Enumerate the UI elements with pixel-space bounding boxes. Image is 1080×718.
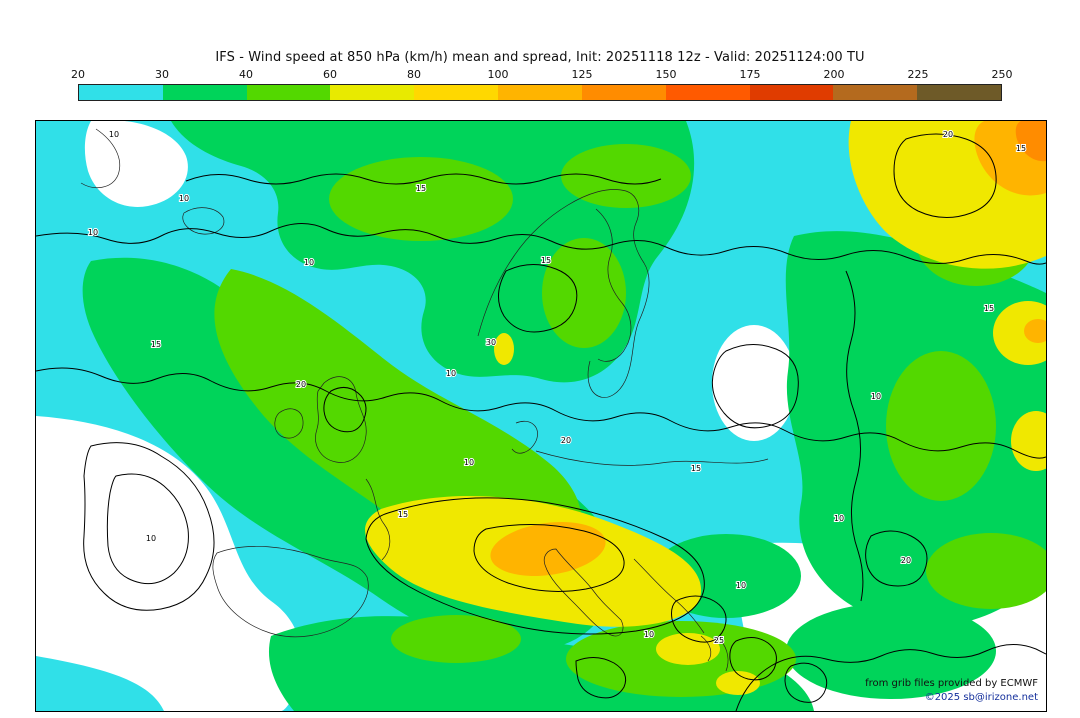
contour-label: 15 — [984, 304, 994, 313]
colorbar-tick-label: 100 — [487, 68, 509, 81]
credit-copyright: ©2025 sb@irizone.net — [924, 692, 1038, 703]
colorbar-tick-label: 200 — [823, 68, 845, 81]
colorbar-segment — [917, 85, 1001, 100]
colorbar-tick-label: 150 — [655, 68, 677, 81]
colorbar-tick-label: 225 — [907, 68, 929, 81]
colorbar-ticks: 20 30 40 60 80 100 125 150 175 200 225 250 — [71, 68, 1013, 82]
contour-label: 10 — [146, 534, 156, 543]
contour-label: 10 — [88, 228, 98, 237]
contour-label: 15 — [398, 510, 408, 519]
colorbar-segments — [78, 84, 1002, 101]
colorbar-segment — [665, 85, 750, 100]
colorbar-tick-label: 80 — [407, 68, 421, 81]
colorbar-tick-label: 20 — [71, 68, 85, 81]
contour-label: 15 — [151, 340, 161, 349]
contour-label: 10 — [736, 581, 746, 590]
wind-speed-fill-layer — [36, 121, 1046, 711]
contour-label: 10 — [304, 258, 314, 267]
colorbar-segment — [79, 85, 163, 100]
contour-label: 10 — [179, 194, 189, 203]
contour-label: 15 — [541, 256, 551, 265]
contour-label: 10 — [834, 514, 844, 523]
page-title: IFS - Wind speed at 850 hPa (km/h) mean … — [215, 50, 865, 65]
contour-label: 30 — [486, 338, 496, 347]
map-frame: 10 10 10 15 15 30 10 20 10 15 10 15 10 20 15 10 15 20 15 10… — [35, 120, 1047, 712]
colorbar-segment — [833, 85, 918, 100]
colorbar-segment — [330, 85, 415, 100]
colorbar: 20 30 40 60 80 100 125 150 175 200 225 250 — [71, 68, 1013, 102]
colorbar-segment — [414, 85, 499, 100]
contour-label: 15 — [691, 464, 701, 473]
colorbar-tick-label: 175 — [739, 68, 761, 81]
contour-label: 10 — [644, 630, 654, 639]
contour-label: 25 — [714, 636, 724, 645]
colorbar-tick-label: 250 — [991, 68, 1013, 81]
colorbar-tick-label: 125 — [571, 68, 593, 81]
credits: from grib files provided by ECMWF ©2025 … — [865, 677, 1038, 705]
colorbar-tick-label: 40 — [239, 68, 253, 81]
credit-source: from grib files provided by ECMWF — [865, 678, 1038, 689]
contour-label: 20 — [943, 130, 953, 139]
colorbar-tick-label: 60 — [323, 68, 337, 81]
colorbar-segment — [749, 85, 834, 100]
contour-label: 20 — [561, 436, 571, 445]
contour-label: 10 — [446, 369, 456, 378]
colorbar-segment — [246, 85, 331, 100]
contour-label: 10 — [109, 130, 119, 139]
colorbar-segment — [498, 85, 582, 100]
contour-label: 15 — [1016, 144, 1026, 153]
contour-label: 20 — [296, 380, 306, 389]
contour-label: 10 — [871, 392, 881, 401]
coastlines-layer — [80, 128, 769, 672]
wind-speed-map: 10 10 10 15 15 30 10 20 10 15 10 15 10 20 15 10 15 20 15 10… — [36, 121, 1046, 711]
contour-label: 10 — [464, 458, 474, 467]
colorbar-tick-label: 30 — [155, 68, 169, 81]
contour-labels-layer: 10 10 10 15 15 30 10 20 10 15 10 15 10 20 15 10 15 20 15 10… — [87, 129, 1027, 646]
contour-label: 15 — [416, 184, 426, 193]
contour-label: 20 — [901, 556, 911, 565]
colorbar-segment — [581, 85, 666, 100]
spread-contours-layer — [36, 133, 1046, 711]
low-wind-region — [36, 416, 302, 711]
colorbar-segment — [162, 85, 247, 100]
